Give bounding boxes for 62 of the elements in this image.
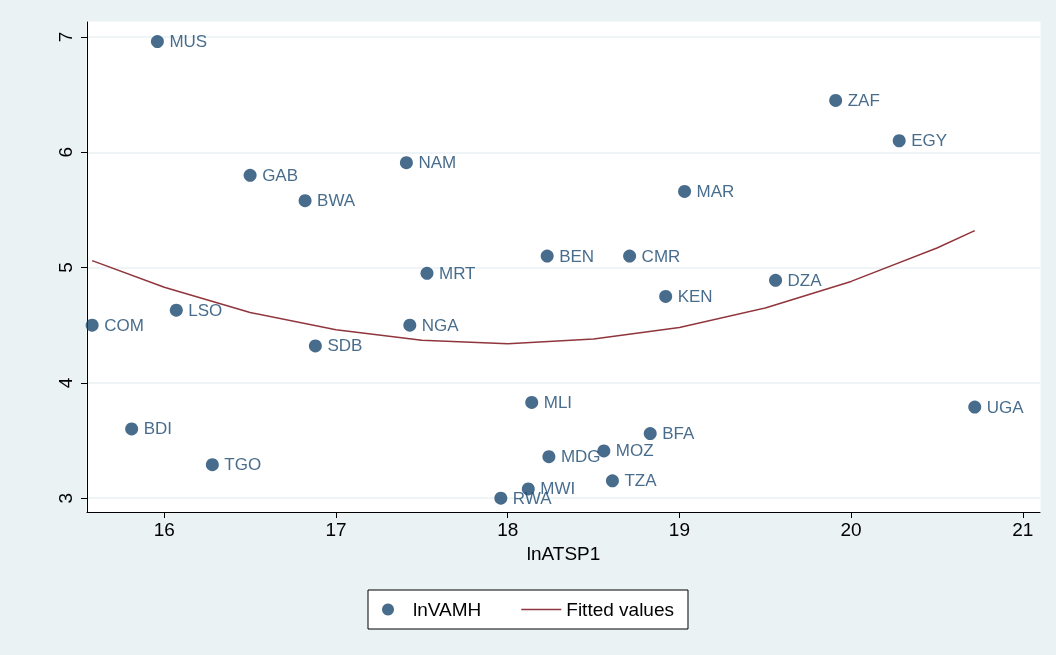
annotation: CMR bbox=[641, 246, 681, 266]
annotation: MOZ bbox=[615, 441, 654, 461]
x-tick-label: 16 bbox=[153, 519, 175, 540]
annotation: BEN bbox=[559, 246, 595, 266]
annotation: NAM bbox=[418, 153, 457, 173]
point bbox=[769, 273, 783, 287]
annotation: MUS bbox=[169, 32, 208, 52]
point bbox=[968, 400, 982, 414]
y-tick-label: 6 bbox=[55, 146, 76, 158]
annotation: TGO bbox=[224, 455, 262, 475]
point bbox=[829, 93, 843, 107]
point bbox=[169, 303, 183, 317]
y-tick-label: 7 bbox=[55, 31, 76, 43]
point bbox=[623, 249, 637, 263]
point bbox=[643, 427, 657, 441]
point bbox=[420, 266, 434, 280]
point bbox=[540, 249, 554, 263]
x-axis-title: lnATSP1 bbox=[526, 543, 601, 564]
point bbox=[892, 134, 906, 148]
point bbox=[494, 491, 508, 505]
annotation: COM bbox=[104, 315, 144, 335]
point bbox=[525, 395, 539, 409]
point bbox=[243, 168, 257, 182]
point bbox=[542, 450, 556, 464]
annotation: TZA bbox=[624, 471, 658, 491]
annotation: MDG bbox=[560, 447, 601, 467]
annotation: DZA bbox=[787, 270, 823, 290]
y-tick-label: 5 bbox=[55, 262, 76, 273]
point bbox=[125, 422, 139, 436]
legend-label: Fitted values bbox=[566, 599, 675, 620]
point bbox=[308, 339, 322, 353]
annotation: LSO bbox=[188, 300, 223, 320]
x-tick-label: 20 bbox=[840, 519, 862, 540]
annotation: BFA bbox=[662, 424, 695, 444]
annotation: SDB bbox=[327, 336, 363, 356]
annotation: MLI bbox=[543, 392, 573, 412]
y-tick-label: 3 bbox=[55, 492, 76, 504]
annotation: NGA bbox=[421, 315, 460, 335]
x-tick-label: 18 bbox=[497, 519, 519, 540]
annotation: UGA bbox=[986, 397, 1025, 417]
point bbox=[399, 156, 413, 170]
annotation: GAB bbox=[262, 165, 299, 185]
point bbox=[678, 184, 692, 198]
annotation: BWA bbox=[317, 191, 356, 211]
point bbox=[150, 35, 164, 49]
point bbox=[298, 194, 312, 208]
annotation: BDI bbox=[143, 419, 172, 439]
x-tick-label: 19 bbox=[668, 519, 690, 540]
annotation: KEN bbox=[677, 286, 713, 306]
y-tick-label: 4 bbox=[55, 377, 76, 389]
point bbox=[85, 318, 99, 332]
annotation: ZAF bbox=[847, 90, 880, 110]
annotation: MAR bbox=[696, 181, 735, 201]
x-tick-label: 21 bbox=[1012, 519, 1034, 540]
annotation: MRT bbox=[438, 263, 476, 283]
point bbox=[659, 289, 673, 303]
annotation: EGY bbox=[911, 131, 948, 151]
point bbox=[605, 474, 619, 488]
point bbox=[403, 318, 417, 332]
legend-label: lnVAMH bbox=[413, 599, 482, 620]
point bbox=[205, 458, 219, 472]
x-tick-label: 17 bbox=[325, 519, 347, 540]
